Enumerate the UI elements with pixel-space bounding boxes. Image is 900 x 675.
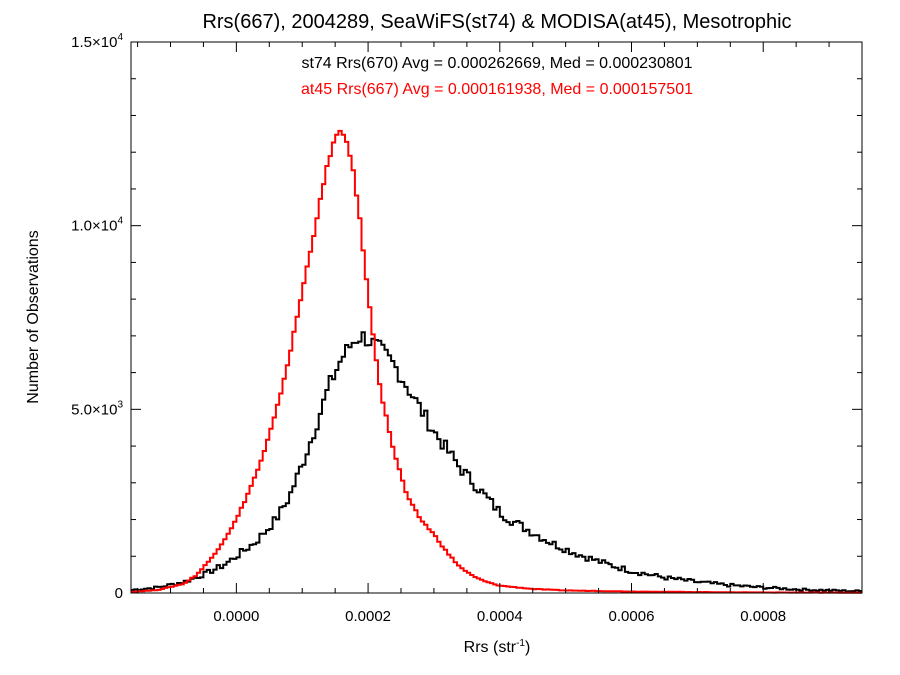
- series-at45-line: [131, 129, 862, 594]
- plot-frame: [130, 41, 863, 594]
- y-tick-label: 1.0×104: [71, 216, 123, 235]
- chart-title: Rrs(667), 2004289, SeaWiFS(st74) & MODIS…: [202, 11, 791, 33]
- annotation-at45: at45 Rrs(667) Avg = 0.000161938, Med = 0…: [301, 81, 693, 98]
- annotation-st74: st74 Rrs(670) Avg = 0.000262669, Med = 0…: [301, 55, 692, 72]
- x-axis-label-text: Rrs (str: [464, 639, 517, 656]
- x-tick-label: 0.0008: [740, 608, 786, 625]
- x-axis-label-close: ): [525, 639, 530, 656]
- x-axis-label-sup: -1: [516, 638, 525, 649]
- ticks-layer: 0.0000 0.0002 0.0004 0.0006 0.0008 0 5.0×103 1.…: [71, 32, 862, 625]
- x-axis-label: Rrs (str-1): [464, 638, 531, 656]
- y-axis-label: Number of Observations: [25, 230, 42, 403]
- x-tick-label: 0.0002: [345, 608, 391, 625]
- y-tick-label: 5.0×103: [71, 399, 123, 418]
- x-tick-label: 0.0004: [477, 608, 523, 625]
- plot-area: 0.0000 0.0002 0.0004 0.0006 0.0008 0 5.0×103 1.…: [71, 32, 863, 625]
- series-layer: [131, 129, 862, 594]
- x-tick-label: 0.0000: [213, 608, 259, 625]
- y-tick-label: 1.5×104: [71, 32, 123, 51]
- y-tick-label: 0: [115, 585, 123, 602]
- x-tick-label: 0.0006: [609, 608, 655, 625]
- series-st74-line: [131, 331, 862, 593]
